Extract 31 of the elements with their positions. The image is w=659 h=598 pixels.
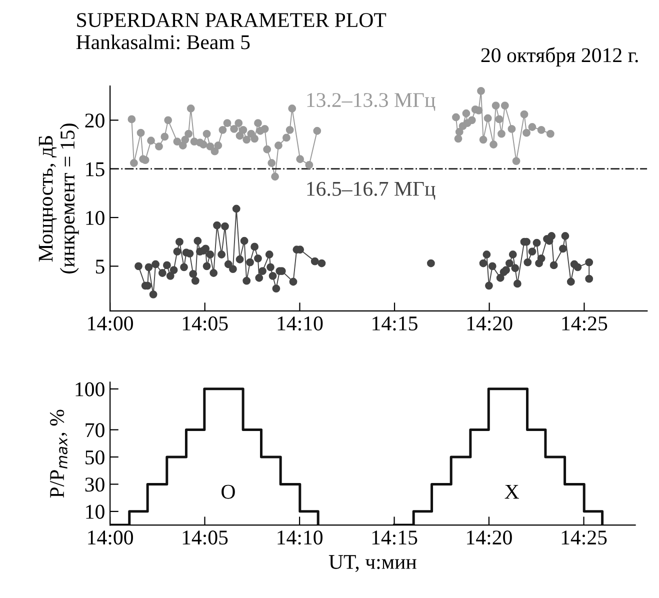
x-tick-label: 14:20 xyxy=(467,530,512,545)
x-tick-label: 14:25 xyxy=(562,316,608,331)
x-axis-title: UT, ч:мин xyxy=(328,555,416,572)
y-tick-label: 100 xyxy=(76,382,104,396)
text: 16.5–16.7 МГц xyxy=(307,182,436,200)
x-tick-label: 14:25 xyxy=(562,530,607,545)
y-tick-label: 70 xyxy=(86,423,104,438)
x-tick-label: 14:10 xyxy=(278,316,323,331)
y-tick-label: 5 xyxy=(96,260,104,274)
y-tick-label: 20 xyxy=(85,114,104,128)
annotation: O xyxy=(222,484,235,499)
text: 20 октября 2012 г. xyxy=(481,47,638,66)
x-tick-label: 14:20 xyxy=(467,316,512,331)
y-tick-label: 15 xyxy=(86,162,104,176)
chart-subtitle: Hankasalmi: Beam 5 xyxy=(76,34,250,50)
y-tick-label: 10 xyxy=(86,504,104,519)
x-tick-label: 14:05 xyxy=(182,316,228,331)
y-tick-label: 30 xyxy=(85,478,104,492)
annotation: X xyxy=(504,484,519,499)
x-tick-label: 14:05 xyxy=(182,530,228,545)
x-tick-label: 14:15 xyxy=(372,316,418,331)
y-axis-title: P/P$_{max}$, % xyxy=(50,410,68,498)
x-tick-label: 14:00 xyxy=(88,316,133,331)
x-tick-label: 14:15 xyxy=(372,530,418,545)
y-axis-title: Мощность, дБ (инкремент = 15) xyxy=(38,124,79,274)
x-tick-label: 14:00 xyxy=(88,530,133,545)
y-tick-label: 10 xyxy=(86,210,104,225)
chart-title: SUPERDARN PARAMETER PLOT xyxy=(77,13,386,28)
series-label: 13.2–13.3 МГц xyxy=(307,93,436,111)
x-tick-label: 14:10 xyxy=(278,530,322,545)
y-tick-label: 50 xyxy=(86,450,104,464)
